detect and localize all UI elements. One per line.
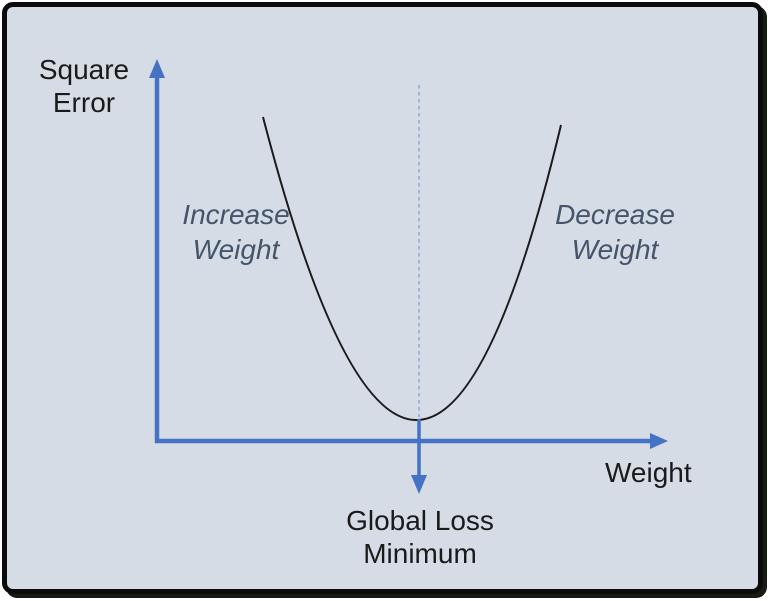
increase-weight-annotation: Increase Weight (182, 199, 290, 265)
y-axis-label: Square Error (38, 54, 130, 118)
minimum-arrowhead-icon (411, 475, 427, 494)
loss-curve (262, 116, 562, 421)
loss-curve-plot (149, 59, 668, 494)
x-axis-arrowhead-icon (650, 433, 668, 449)
decrease-weight-annotation: Decrease Weight (555, 199, 675, 265)
x-axis-label: Weight (605, 457, 692, 488)
y-axis-arrowhead-icon (149, 59, 165, 78)
global-loss-minimum-label: Global Loss Minimum (346, 505, 494, 569)
diagram-panel: Square Error Increase Weight Decrease We… (2, 2, 763, 594)
